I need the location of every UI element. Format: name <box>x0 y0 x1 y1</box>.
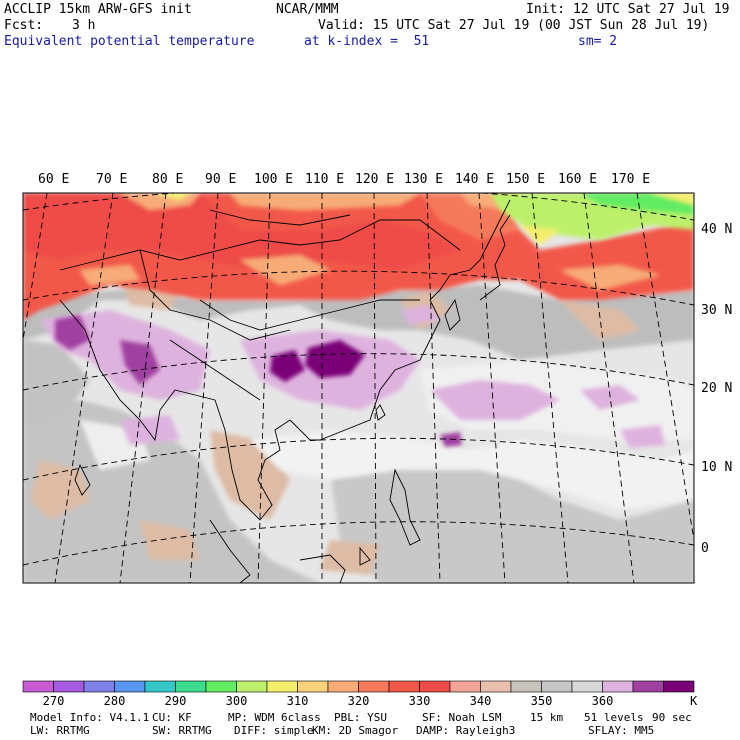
colorbar <box>22 680 695 693</box>
lon-label: 120 E <box>355 172 395 187</box>
colorbar-tick-label: 310 <box>286 694 309 708</box>
colorbar-swatch <box>571 680 603 693</box>
model-title: ACCLIP 15km ARW-GFS init <box>4 2 192 17</box>
lon-label: 110 E <box>305 172 345 187</box>
colorbar-swatch <box>175 680 207 693</box>
init-time: Init: 12 UTC Sat 27 Jul 19 <box>526 2 730 17</box>
colorbar-swatch <box>114 680 146 693</box>
lon-label: 150 E <box>506 172 546 187</box>
lat-label: 30 N <box>701 303 733 318</box>
forecast-label: Fcst: <box>4 18 44 33</box>
model-level: at k-index = 51 <box>304 34 430 49</box>
lat-label: 0 <box>701 541 709 556</box>
colorbar-swatch <box>419 680 451 693</box>
footer-item: CU: KF <box>152 711 192 724</box>
colorbar-tick-label: 300 <box>225 694 248 708</box>
footer-item: 51 levels <box>584 711 644 724</box>
colorbar-swatch <box>297 680 329 693</box>
lon-label: 80 E <box>152 172 184 187</box>
footer-item: SFLAY: MM5 <box>588 724 655 737</box>
colorbar-tick-label: 360 <box>591 694 614 708</box>
colorbar-tick-label: 330 <box>408 694 431 708</box>
colorbar-tick-label: 270 <box>42 694 65 708</box>
valid-time: Valid: 15 UTC Sat 27 Jul 19 (00 JST Sun … <box>318 18 710 33</box>
forecast-hour: 3 h <box>72 18 96 33</box>
lat-label: 20 N <box>701 381 733 396</box>
colorbar-tick-label: 350 <box>530 694 553 708</box>
lon-label: 100 E <box>254 172 294 187</box>
graticule <box>23 193 694 583</box>
colorbar-swatch <box>83 680 115 693</box>
footer-item: LW: RRTMG <box>30 724 90 737</box>
colorbar-swatch <box>53 680 85 693</box>
colorbar-swatch <box>236 680 268 693</box>
colorbar-swatch <box>663 680 695 693</box>
footer-item: DIFF: simple <box>234 724 314 737</box>
lon-label: 90 E <box>205 172 237 187</box>
field-name: Equivalent potential temperature <box>4 34 255 49</box>
smoothing: sm= 2 <box>578 34 618 49</box>
lon-label: 160 E <box>558 172 598 187</box>
lat-label: 10 N <box>701 460 733 475</box>
colorbar-swatch <box>327 680 359 693</box>
coastlines <box>59 199 511 583</box>
footer-item: DAMP: Rayleigh3 <box>416 724 516 737</box>
footer-item: SW: RRTMG <box>152 724 212 737</box>
lon-label: 170 E <box>611 172 651 187</box>
lon-label: 140 E <box>455 172 495 187</box>
colorbar-tick-label: 290 <box>164 694 187 708</box>
colorbar-swatch <box>449 680 481 693</box>
colorbar-unit: K <box>690 694 698 708</box>
theta-e-field <box>23 193 694 583</box>
colorbar-tick-label: 320 <box>347 694 370 708</box>
footer-item: PBL: YSU <box>334 711 387 724</box>
colorbar-tick-label: 280 <box>103 694 126 708</box>
organization: NCAR/MMM <box>276 2 339 17</box>
colorbar-swatch <box>266 680 298 693</box>
lat-label: 40 N <box>701 222 733 237</box>
colorbar-swatch <box>144 680 176 693</box>
lon-label: 130 E <box>404 172 444 187</box>
colorbar-swatch <box>632 680 664 693</box>
footer-item: Model Info: V4.1.1 <box>30 711 150 724</box>
colorbar-swatch <box>388 680 420 693</box>
map-frame <box>22 192 695 584</box>
colorbar-swatch <box>205 680 237 693</box>
colorbar-swatch <box>358 680 390 693</box>
colorbar-swatch <box>480 680 512 693</box>
footer-item: SF: Noah LSM <box>422 711 502 724</box>
lon-label: 60 E <box>38 172 70 187</box>
footer-item: KM: 2D Smagor <box>312 724 399 737</box>
footer-item: MP: WDM 6class <box>228 711 321 724</box>
footer-item: 90 sec <box>652 711 692 724</box>
footer-item: 15 km <box>530 711 564 724</box>
colorbar-swatch <box>541 680 573 693</box>
lon-label: 70 E <box>96 172 128 187</box>
colorbar-swatch <box>602 680 634 693</box>
colorbar-swatch <box>22 680 54 693</box>
colorbar-swatch <box>510 680 542 693</box>
colorbar-tick-label: 340 <box>469 694 492 708</box>
